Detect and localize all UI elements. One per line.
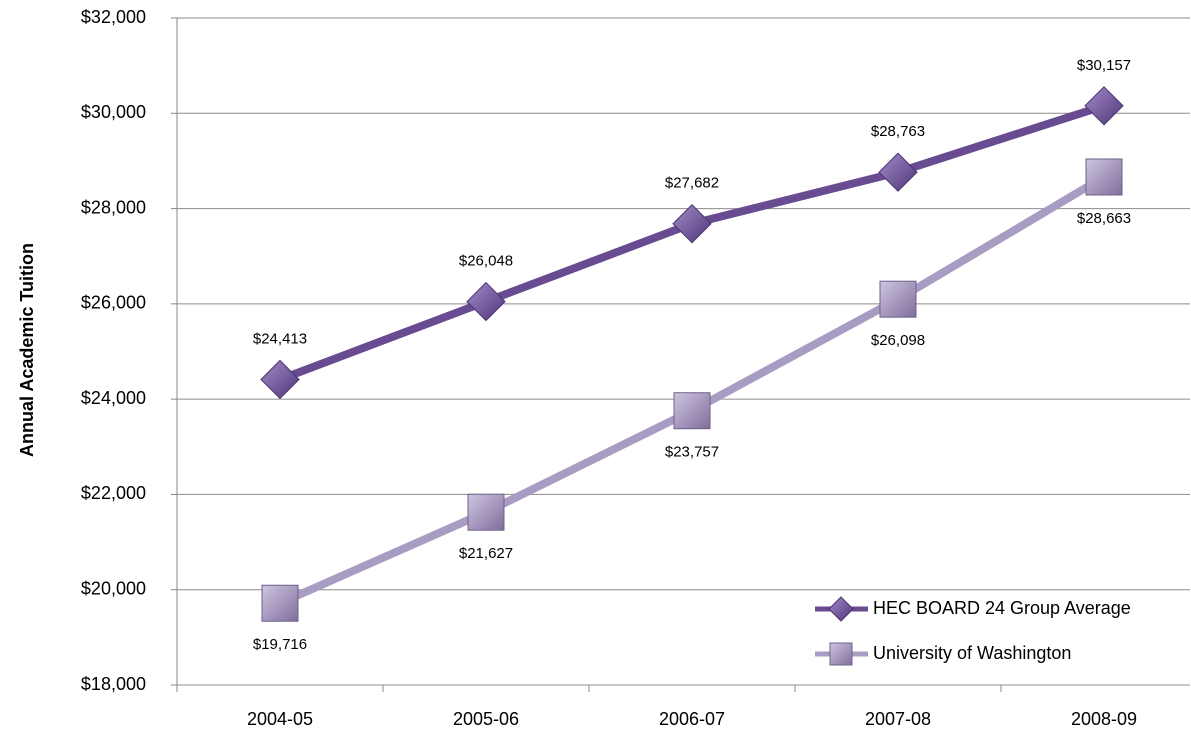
y-tick-label: $32,000 [81,7,146,27]
data-label: $23,757 [665,444,719,461]
data-label: $26,098 [871,332,925,349]
x-tick-label: 2006-07 [659,709,725,729]
data-label: $30,157 [1077,57,1131,74]
x-tick-label: 2005-06 [453,709,519,729]
data-label: $21,627 [459,545,513,562]
data-point [1085,158,1123,196]
legend-marker [828,596,854,622]
legend-marker [829,642,853,666]
data-point [261,584,299,622]
y-axis-label: Annual Academic Tuition [17,243,37,457]
data-point [672,204,712,244]
legend-label: University of Washington [873,643,1071,663]
data-point [673,392,711,430]
x-tick-label: 2008-09 [1071,709,1137,729]
data-point [260,359,300,400]
data-point [1084,86,1124,126]
data-label: $27,682 [665,175,719,192]
y-tick-label: $30,000 [81,102,146,122]
data-point [466,281,506,322]
x-tick-label: 2004-05 [247,709,313,729]
data-point [879,280,917,318]
data-label: $26,048 [459,253,513,270]
data-point [467,493,505,531]
y-tick-label: $22,000 [81,483,146,503]
legend-label: HEC BOARD 24 Group Average [873,598,1131,618]
y-tick-label: $24,000 [81,388,146,408]
y-tick-label: $18,000 [81,674,146,694]
data-label: $19,716 [253,636,307,653]
data-label: $28,663 [1077,210,1131,227]
data-point [878,152,918,192]
data-label: $28,763 [871,123,925,140]
y-tick-label: $28,000 [81,197,146,217]
y-tick-label: $26,000 [81,293,146,313]
data-label: $24,413 [253,330,307,347]
y-tick-label: $20,000 [81,578,146,598]
x-tick-label: 2007-08 [865,709,931,729]
